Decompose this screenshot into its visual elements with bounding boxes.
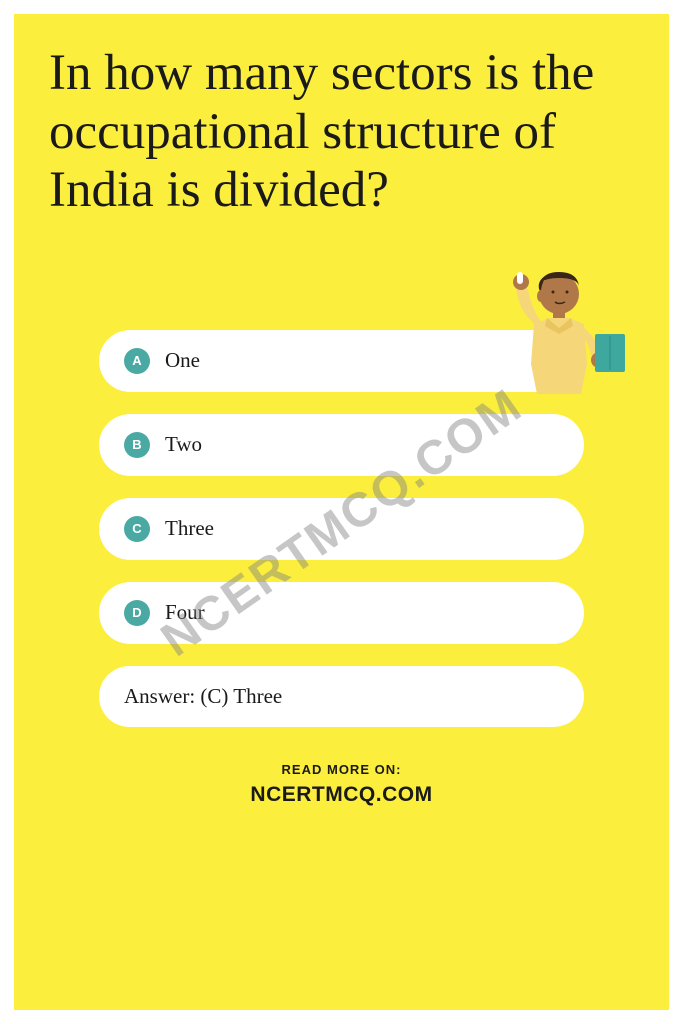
quiz-card: In how many sectors is the occupational …	[14, 14, 669, 1010]
answer-text: Answer: (C) Three	[124, 684, 559, 709]
option-letter-badge: B	[124, 432, 150, 458]
option-text: One	[165, 348, 200, 373]
option-letter-badge: C	[124, 516, 150, 542]
option-text: Two	[165, 432, 202, 457]
answer-pill: Answer: (C) Three	[99, 666, 584, 727]
option-letter-badge: D	[124, 600, 150, 626]
read-more-label: READ MORE ON:	[49, 762, 634, 777]
question-title: In how many sectors is the occupational …	[49, 44, 634, 220]
option-d[interactable]: D Four	[99, 582, 584, 644]
option-text: Four	[165, 600, 205, 625]
option-text: Three	[165, 516, 214, 541]
student-icon	[499, 264, 629, 424]
student-illustration	[499, 264, 629, 424]
site-name: NCERTMCQ.COM	[49, 783, 634, 807]
footer: READ MORE ON: NCERTMCQ.COM	[49, 762, 634, 807]
option-c[interactable]: C Three	[99, 498, 584, 560]
option-letter-badge: A	[124, 348, 150, 374]
